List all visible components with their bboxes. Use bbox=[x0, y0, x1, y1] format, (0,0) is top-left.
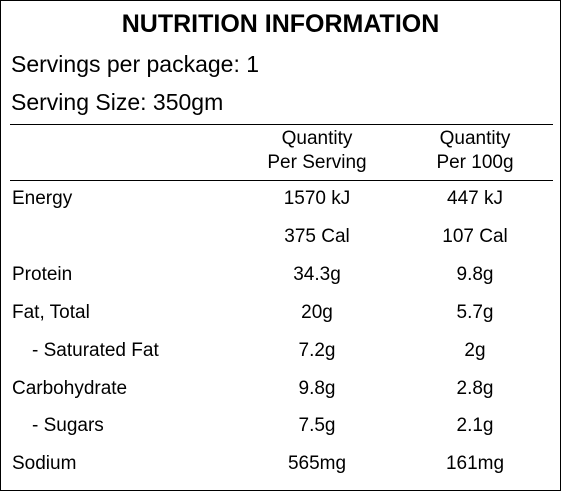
table-row: - Sugars 7.5g 2.1g bbox=[1, 412, 560, 440]
value-per-100g: 2.8g bbox=[456, 378, 494, 399]
value-per-serving: 34.3g bbox=[293, 264, 341, 285]
value-per-100g: 107 Cal bbox=[442, 226, 508, 247]
row-label: Energy bbox=[12, 188, 73, 209]
value-per-serving: 375 Cal bbox=[284, 226, 350, 247]
value-per-serving: 7.5g bbox=[298, 415, 336, 436]
table-row: Fat, Total 20g 5.7g bbox=[1, 299, 560, 327]
row-label: Fat, Total bbox=[12, 302, 90, 323]
column-header-line: Quantity bbox=[281, 128, 353, 149]
divider-top bbox=[10, 124, 553, 125]
value-per-100g: 9.8g bbox=[456, 264, 494, 285]
column-header-per-100g: Quantity Per 100g bbox=[395, 127, 555, 175]
value-per-serving: 565mg bbox=[287, 453, 347, 474]
row-label: - Sugars bbox=[32, 415, 104, 436]
row-label: Sodium bbox=[12, 453, 77, 474]
divider-header bbox=[10, 180, 553, 181]
column-header-per-serving: Quantity Per Serving bbox=[237, 127, 397, 175]
table-row: - Saturated Fat 7.2g 2g bbox=[1, 337, 560, 365]
table-row: Energy 1570 kJ 447 kJ bbox=[1, 185, 560, 213]
row-label: - Saturated Fat bbox=[32, 340, 159, 361]
value-per-100g: 447 kJ bbox=[447, 188, 503, 209]
value-per-100g: 2g bbox=[464, 340, 486, 361]
row-label: Carbohydrate bbox=[12, 378, 128, 399]
column-header-line: Per 100g bbox=[436, 152, 514, 173]
column-header-line: Per Serving bbox=[267, 152, 367, 173]
table-row: Sodium 565mg 161mg bbox=[1, 450, 560, 478]
value-per-100g: 5.7g bbox=[456, 302, 494, 323]
value-per-100g: 161mg bbox=[445, 453, 505, 474]
row-label: Protein bbox=[12, 264, 73, 285]
value-per-serving: 7.2g bbox=[298, 340, 336, 361]
panel-title: NUTRITION INFORMATION bbox=[121, 10, 440, 38]
serving-size: Serving Size: 350gm bbox=[11, 89, 224, 115]
value-per-serving: 1570 kJ bbox=[283, 188, 351, 209]
table-row: 375 Cal 107 Cal bbox=[1, 223, 560, 251]
value-per-serving: 9.8g bbox=[298, 378, 336, 399]
value-per-serving: 20g bbox=[301, 302, 333, 323]
servings-per-package: Servings per package: 1 bbox=[11, 51, 260, 77]
table-row: Carbohydrate 9.8g 2.8g bbox=[1, 375, 560, 403]
table-row: Protein 34.3g 9.8g bbox=[1, 261, 560, 289]
value-per-100g: 2.1g bbox=[456, 415, 494, 436]
column-header-line: Quantity bbox=[439, 128, 511, 149]
